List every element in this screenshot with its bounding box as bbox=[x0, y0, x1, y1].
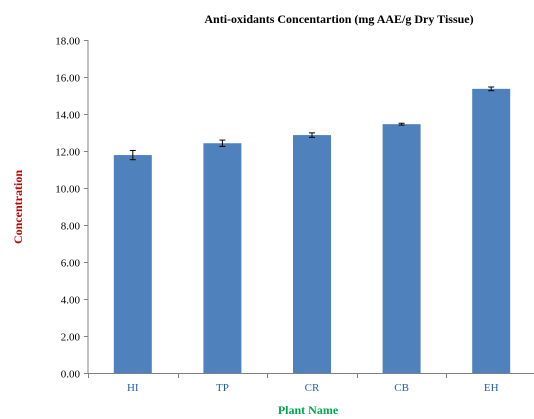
y-tick-label: 4.00 bbox=[61, 295, 81, 307]
y-tick-label: 14.00 bbox=[55, 110, 80, 122]
y-tick-label: 2.00 bbox=[61, 332, 81, 344]
x-tick-label-cb: CB bbox=[394, 382, 409, 394]
y-tick-label: 16.00 bbox=[55, 73, 80, 85]
y-tick-label: 8.00 bbox=[61, 221, 81, 233]
y-tick-label: 6.00 bbox=[61, 258, 81, 270]
chart-title: Anti-oxidants Concentartion (mg AAE/g Dr… bbox=[204, 12, 473, 26]
y-axis: 0.00 2.00 4.00 6.00 8.00 10.00 12.00 14.00 16.00… bbox=[55, 36, 89, 381]
y-tick-label: 0.00 bbox=[61, 369, 81, 381]
bar-hi bbox=[113, 155, 152, 373]
bars bbox=[113, 88, 511, 373]
bar-tp bbox=[203, 143, 242, 373]
error-bars bbox=[129, 86, 495, 161]
y-axis-label: Concentration bbox=[11, 170, 25, 244]
x-tick-label-eh: EH bbox=[484, 382, 499, 394]
x-tick-label-cr: CR bbox=[305, 382, 320, 394]
x-tick-label-tp: TP bbox=[216, 382, 229, 394]
x-tick-label-hi: HI bbox=[127, 382, 139, 394]
x-axis-label: Plant Name bbox=[278, 403, 339, 417]
bar-cb bbox=[382, 124, 421, 373]
y-tick-label: 12.00 bbox=[55, 147, 80, 159]
bar-eh bbox=[472, 88, 511, 373]
y-tick-label: 18.00 bbox=[55, 36, 80, 48]
x-axis: HI TP CR CB EH bbox=[88, 373, 534, 394]
bar-cr bbox=[293, 135, 331, 373]
y-tick-label: 10.00 bbox=[55, 184, 80, 196]
